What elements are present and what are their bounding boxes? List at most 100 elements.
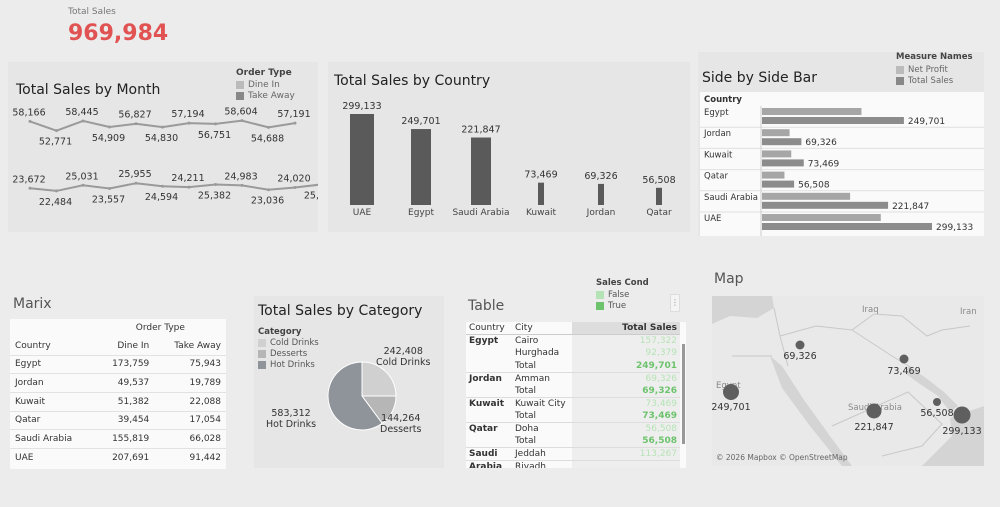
- table-row[interactable]: Total 73,469: [466, 410, 680, 423]
- table-row[interactable]: Kuwait Kuwait City 73,469: [466, 397, 680, 411]
- matrix-row[interactable]: UAE 207,691 91,442: [10, 447, 226, 468]
- data-point: [55, 129, 58, 133]
- net-profit-bar: [762, 214, 881, 221]
- table-legend[interactable]: Sales Cond False True: [596, 278, 649, 311]
- table-cell-city: Amman: [515, 373, 550, 384]
- bar-category-label: UAE: [353, 208, 372, 218]
- bar-value-label: 73,469: [524, 170, 557, 181]
- table-row[interactable]: Total 56,508: [466, 435, 680, 448]
- matrix-row[interactable]: Kuwait 51,382 22,088: [10, 391, 226, 412]
- table-row[interactable]: Saudi Jeddah 113,267: [466, 447, 680, 461]
- table-row[interactable]: Egypt Cairo 157,322: [466, 334, 680, 348]
- legend-desserts[interactable]: Desserts: [270, 349, 308, 359]
- data-point: [108, 187, 111, 191]
- border-line: [779, 313, 875, 337]
- border-line: [851, 329, 913, 369]
- sbs-legend[interactable]: Measure Names Net Profit Total Sales: [896, 52, 973, 86]
- table-row[interactable]: Arabia Riyadh: [466, 460, 680, 468]
- kpi-value: 969,984: [68, 21, 169, 46]
- data-point: [161, 125, 164, 129]
- bar-category-label: Kuwait: [526, 208, 557, 218]
- sea-shape: [906, 366, 958, 412]
- border-line: [873, 313, 971, 337]
- table-scrollbar[interactable]: [682, 344, 685, 444]
- legend-net-profit[interactable]: Net Profit: [908, 65, 948, 75]
- matrix-cell-value: 91,442: [154, 447, 226, 468]
- table-row[interactable]: Qatar Doha 56,508: [466, 422, 680, 436]
- category-title: Total Sales by Category: [258, 303, 423, 319]
- table-cell-country: [466, 435, 512, 448]
- map-place-label: Iraq: [862, 305, 879, 315]
- net-profit-bar: [762, 108, 862, 115]
- data-point: [214, 122, 217, 126]
- table-cell-sales: 56,508: [572, 435, 680, 448]
- map-background: [712, 296, 984, 466]
- kpi-card: Total Sales 969,984: [62, 4, 168, 48]
- legend-total-sales[interactable]: Total Sales: [908, 76, 954, 86]
- sbs-value-label: 56,508: [798, 181, 830, 191]
- data-point: [108, 125, 111, 129]
- month-line-chart[interactable]: 58,166 52,771 58,445 54,909 56,827 54,830 57,1…: [8, 102, 318, 232]
- data-table: Country City Total Sales Egypt Cairo 157,3…: [466, 322, 680, 468]
- legend-take-away[interactable]: Take Away: [248, 91, 295, 101]
- sbs-category-label: UAE: [704, 214, 721, 224]
- table-row[interactable]: Total 249,701: [466, 359, 680, 373]
- matrix-row[interactable]: Egypt 173,759 75,943: [10, 354, 226, 374]
- legend-true[interactable]: True: [608, 301, 627, 311]
- legend-cold-drinks[interactable]: Cold Drinks: [270, 338, 319, 348]
- matrix-row[interactable]: Qatar 39,454 17,054: [10, 410, 226, 430]
- matrix-cell-country: UAE: [10, 447, 95, 468]
- sbs-panel: Side by Side Bar Measure Names Net Profi…: [698, 52, 984, 236]
- data-point: [134, 181, 138, 185]
- matrix-cell-value: 155,819: [94, 429, 155, 449]
- data-label: 57,191: [277, 109, 310, 120]
- map-bubble: [795, 340, 805, 350]
- country-bar: [538, 182, 544, 205]
- table-cell-country: Kuwait: [469, 399, 504, 410]
- table-cell-sales: 73,469: [572, 397, 680, 411]
- matrix-cell-value: 51,382: [94, 391, 155, 412]
- legend-swatch: [236, 91, 244, 100]
- matrix-row[interactable]: Saudi Arabia 155,819 66,028: [10, 429, 226, 449]
- pie-label-hot-name: Hot Drinks: [266, 419, 317, 430]
- side-by-side-bar-chart[interactable]: Egypt 249,701 Jordan 69,326 Kuwait 73,469 Qata…: [700, 92, 984, 236]
- country-bar: [350, 114, 374, 205]
- map-bubble: [899, 354, 909, 364]
- table-cell-sales: [572, 460, 680, 468]
- net-profit-bar: [762, 192, 851, 200]
- category-legend[interactable]: Category Cold Drinks Desserts Hot Drinks: [258, 327, 319, 370]
- table-cell-sales: 157,322: [572, 334, 680, 348]
- matrix-panel: Marix Order Type Country Dine In Take Aw…: [8, 292, 228, 470]
- sea-shape: [712, 296, 774, 324]
- table-menu-icon[interactable]: ⋮: [670, 294, 680, 312]
- month-legend[interactable]: Order Type Dine In Take Away: [236, 68, 295, 101]
- matrix-cell-value: 207,691: [94, 447, 155, 468]
- matrix-title: Marix: [13, 296, 52, 312]
- matrix-row[interactable]: Jordan 49,537 19,789: [10, 373, 226, 393]
- data-label: 52,771: [39, 137, 72, 148]
- kpi-label: Total Sales: [68, 7, 116, 17]
- pie-slice: [361, 361, 397, 397]
- table-row[interactable]: Hurghada 92,379: [466, 347, 680, 360]
- table-cell-sales: 73,469: [572, 410, 680, 423]
- matrix-super-header: Order Type: [135, 323, 185, 333]
- matrix-table-container: Order Type Country Dine In Take Away Egy…: [10, 319, 226, 469]
- table-cell-country: [466, 347, 512, 360]
- legend-dine-in[interactable]: Dine In: [248, 80, 280, 90]
- legend-swatch: [236, 80, 244, 89]
- table-row[interactable]: Jordan Amman 69,326: [466, 372, 680, 385]
- sbs-category-label: Kuwait: [704, 150, 733, 160]
- table-cell-city: Cairo: [515, 336, 539, 347]
- legend-hot-drinks[interactable]: Hot Drinks: [270, 360, 315, 370]
- category-pie-chart[interactable]: [254, 296, 444, 468]
- country-bar-chart[interactable]: 299,133 UAE 249,701 Egypt 221,847 Saudi Arabi…: [328, 62, 690, 232]
- table-row[interactable]: Total 69,326: [466, 384, 680, 398]
- legend-false[interactable]: False: [608, 290, 630, 300]
- data-point: [293, 121, 297, 125]
- pie-label-desserts: 144,264 Desserts: [380, 413, 421, 435]
- month-legend-title: Order Type: [236, 68, 292, 78]
- table-cell-country: [466, 360, 512, 373]
- table-cell-sales: 69,326: [572, 372, 680, 385]
- matrix-empty-header: [10, 319, 95, 337]
